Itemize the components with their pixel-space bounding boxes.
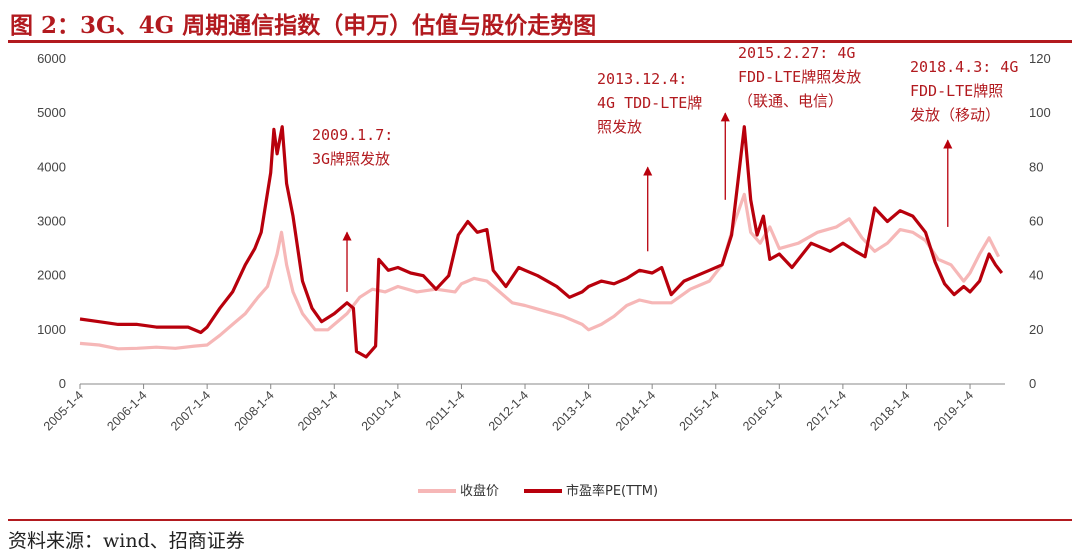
x-tick-label: 2015-1-4 [677,388,722,433]
x-tick-label: 2006-1-4 [104,388,149,433]
chart-title: 图 2：3G、4G 周期通信指数（申万）估值与股价走势图 [10,12,597,39]
y-right-tick-label: 40 [1029,268,1043,283]
series-line-pe-ttm [79,125,1004,359]
x-tick-label: 2017-1-4 [804,388,849,433]
x-tick-label: 2014-1-4 [613,388,658,433]
annotation-text: 2015.2.27: 4G [738,44,855,62]
x-tick-label: 2012-1-4 [486,388,531,433]
annotation-text: 2013.12.4: [597,70,687,88]
annotation-text: FDD-LTE牌照 [910,82,1003,100]
y-left-tick-label: 3000 [37,214,66,229]
y-left-tick-label: 2000 [37,268,66,283]
y-left-tick-label: 0 [59,376,66,391]
title-rule [8,40,1072,43]
annotation-text: FDD-LTE牌照发放 [738,68,861,86]
y-right-tick-label: 20 [1029,322,1043,337]
annotation-text: （联通、电信） [738,92,843,110]
y-left-tick-label: 4000 [37,159,66,174]
y-right-tick-label: 60 [1029,214,1043,229]
y-right-tick-label: 0 [1029,376,1036,391]
x-tick-label: 2007-1-4 [168,388,213,433]
x-tick-label: 2011-1-4 [423,388,468,433]
x-tick-label: 2013-1-4 [549,388,594,433]
y-right-tick-label: 120 [1029,51,1051,66]
x-tick-label: 2008-1-4 [232,388,277,433]
annotation-text: 3G牌照发放 [312,150,390,168]
legend-label-pe-ttm: 市盈率PE(TTM) [566,483,658,499]
x-tick-label: 2010-1-4 [359,388,404,433]
y-right-tick-label: 100 [1029,105,1051,120]
x-tick-label: 2009-1-4 [295,388,340,433]
annotation-text: 4G TDD-LTE牌 [597,94,702,112]
y-right-tick-label: 80 [1029,159,1043,174]
y-left-tick-label: 1000 [37,322,66,337]
source-rule [8,519,1072,521]
x-tick-label: 2016-1-4 [740,388,785,433]
x-tick-label: 2005-1-4 [41,388,86,433]
annotation-text: 发放（移动） [910,106,1000,124]
y-left-tick-label: 6000 [37,51,66,66]
x-tick-label: 2018-1-4 [867,388,912,433]
legend-label-close-price: 收盘价 [460,483,499,499]
annotation-text: 照发放 [597,118,642,136]
y-left-tick-label: 5000 [37,105,66,120]
source-note: 资料来源：wind、招商证券 [8,530,245,552]
chart-title-bar: 图 2：3G、4G 周期通信指数（申万）估值与股价走势图 [8,4,1072,43]
annotation-text: 2009.1.7: [312,126,393,144]
series-line-close-price [79,192,1001,351]
annotation-text: 2018.4.3: 4G [910,58,1018,76]
x-tick-label: 2019-1-4 [931,388,976,433]
